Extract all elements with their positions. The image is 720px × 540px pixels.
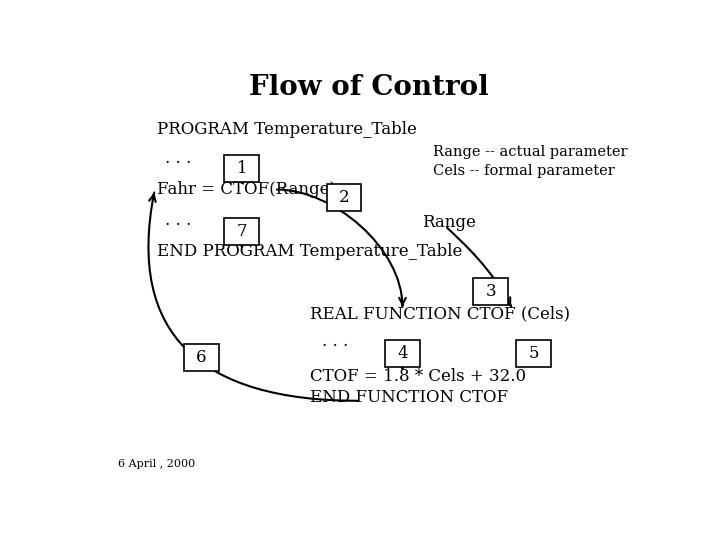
FancyBboxPatch shape xyxy=(225,219,259,246)
Text: . . .: . . . xyxy=(322,333,348,350)
Text: Flow of Control: Flow of Control xyxy=(249,74,489,101)
FancyBboxPatch shape xyxy=(516,340,551,367)
FancyArrowPatch shape xyxy=(399,298,406,305)
FancyBboxPatch shape xyxy=(473,278,508,305)
Text: Fahr = CTOF(Range): Fahr = CTOF(Range) xyxy=(157,181,336,198)
Text: PROGRAM Temperature_Table: PROGRAM Temperature_Table xyxy=(157,121,417,138)
Text: 6: 6 xyxy=(197,349,207,367)
Text: 2: 2 xyxy=(338,190,349,206)
Text: REAL FUNCTION CTOF (Cels): REAL FUNCTION CTOF (Cels) xyxy=(310,306,570,323)
Text: 6 April , 2000: 6 April , 2000 xyxy=(118,459,195,469)
FancyBboxPatch shape xyxy=(225,155,259,183)
Text: Range: Range xyxy=(422,214,476,231)
Text: END FUNCTION CTOF: END FUNCTION CTOF xyxy=(310,389,508,406)
Text: Range -- actual parameter: Range -- actual parameter xyxy=(433,145,628,159)
FancyArrowPatch shape xyxy=(504,297,510,306)
FancyArrowPatch shape xyxy=(149,194,156,202)
Text: Cels -- formal parameter: Cels -- formal parameter xyxy=(433,164,615,178)
Text: 3: 3 xyxy=(485,283,496,300)
Text: 4: 4 xyxy=(397,345,408,362)
FancyBboxPatch shape xyxy=(327,184,361,211)
Text: 7: 7 xyxy=(236,224,247,240)
FancyBboxPatch shape xyxy=(385,340,420,367)
Text: 5: 5 xyxy=(528,345,539,362)
Text: 1: 1 xyxy=(236,160,247,177)
Text: END PROGRAM Temperature_Table: END PROGRAM Temperature_Table xyxy=(157,244,462,260)
Text: CTOF = 1.8 * Cels + 32.0: CTOF = 1.8 * Cels + 32.0 xyxy=(310,368,526,385)
FancyBboxPatch shape xyxy=(184,345,219,372)
Text: . . .: . . . xyxy=(166,150,192,167)
Text: . . .: . . . xyxy=(166,212,192,229)
